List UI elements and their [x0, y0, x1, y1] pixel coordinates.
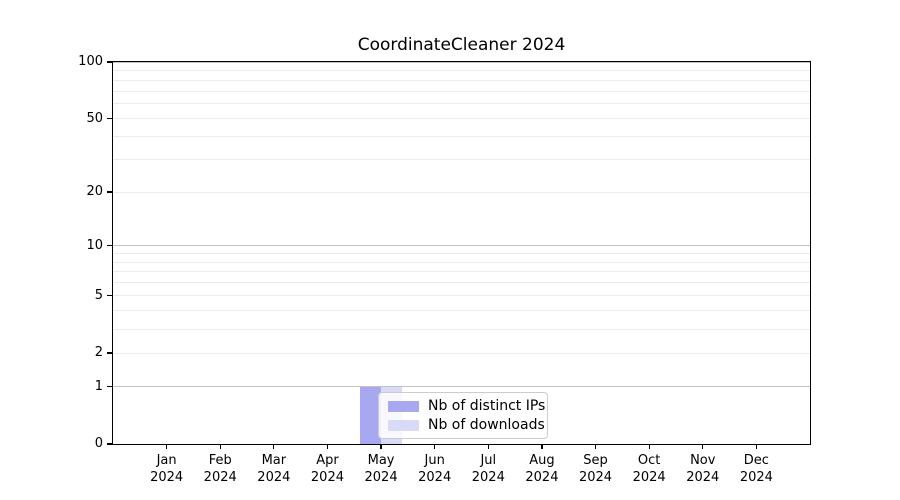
- y-tick-mark: [107, 117, 112, 120]
- x-tick-label: Dec 2024: [721, 452, 791, 486]
- x-tick-label-year: 2024: [150, 470, 184, 485]
- x-tick-mark: [273, 444, 275, 449]
- x-tick-label: Nov 2024: [668, 452, 738, 486]
- gridline-minor: [113, 118, 810, 120]
- y-tick-label: 5: [94, 287, 103, 303]
- y-tick-label: 50: [86, 110, 103, 126]
- gridline-minor: [113, 159, 810, 161]
- x-tick-mark: [380, 444, 382, 449]
- gridline-minor: [113, 70, 810, 72]
- x-tick-mark: [541, 444, 543, 449]
- gridline-minor: [113, 136, 810, 138]
- x-tick-label-year: 2024: [739, 470, 773, 485]
- x-tick-mark: [326, 444, 329, 449]
- y-tick-label: 2: [94, 345, 103, 361]
- gridline-minor: [113, 352, 810, 354]
- x-tick-label: Oct 2024: [614, 452, 684, 486]
- x-tick-label: Jan 2024: [132, 452, 202, 486]
- y-tick-label: 100: [78, 54, 103, 69]
- x-tick-label-year: 2024: [632, 470, 666, 485]
- gridline-major: [113, 245, 810, 247]
- x-tick-label-year: 2024: [578, 470, 613, 485]
- x-tick-label: Mar 2024: [239, 452, 309, 486]
- x-tick-label: Jul 2024: [453, 452, 523, 486]
- y-tick-mark: [107, 352, 112, 354]
- legend-swatch-downloads: [388, 419, 419, 431]
- gridline-minor: [113, 252, 810, 254]
- chart-title: CoordinateCleaner 2024: [357, 35, 566, 55]
- x-tick-label-year: 2024: [686, 470, 720, 485]
- x-tick-mark: [755, 444, 757, 449]
- gridline-minor: [113, 90, 810, 92]
- gridline-minor: [113, 103, 810, 105]
- gridline-minor: [113, 271, 810, 273]
- gridline-minor: [113, 191, 810, 193]
- x-tick-mark: [434, 444, 436, 449]
- x-tick-label: May 2024: [346, 452, 416, 486]
- legend-entry-downloads: Nb of downloads: [388, 417, 545, 433]
- x-tick-mark: [594, 444, 597, 449]
- gridline-minor: [113, 79, 810, 81]
- x-tick-label-year: 2024: [525, 470, 559, 485]
- gridline-major: [113, 386, 810, 388]
- y-tick-mark: [107, 244, 112, 247]
- x-tick-mark: [648, 444, 650, 449]
- x-tick-label-year: 2024: [203, 470, 237, 485]
- gridline-minor: [113, 282, 810, 284]
- y-tick-label: 0: [94, 436, 103, 451]
- x-tick-mark: [219, 444, 221, 449]
- x-tick-mark: [487, 444, 489, 449]
- gridline-minor: [113, 310, 810, 312]
- x-tick-label: Feb 2024: [185, 452, 255, 486]
- legend-swatch-distinct-ips: [388, 400, 419, 412]
- x-tick-label: Jun 2024: [400, 452, 470, 486]
- x-tick-mark: [166, 444, 168, 449]
- x-tick-label: Sep 2024: [561, 452, 631, 486]
- y-tick-mark: [107, 61, 112, 63]
- x-tick-label-year: 2024: [257, 470, 291, 485]
- gridline-minor: [113, 328, 810, 330]
- x-tick-label-year: 2024: [310, 470, 344, 485]
- y-tick-mark: [107, 443, 112, 445]
- x-tick-label: Apr 2024: [292, 452, 362, 486]
- gridline-minor: [113, 261, 810, 263]
- legend-entry-distinct-ips: Nb of distinct IPs: [388, 398, 545, 414]
- gridline-minor: [113, 295, 810, 297]
- y-tick-mark: [107, 386, 112, 388]
- y-tick-label: 20: [86, 184, 103, 199]
- y-tick-label: 10: [86, 237, 103, 253]
- x-tick-mark: [702, 444, 704, 449]
- y-tick-label: 1: [94, 378, 103, 394]
- x-tick-label-year: 2024: [471, 470, 505, 485]
- legend-label-downloads: Nb of downloads: [428, 417, 545, 433]
- x-tick-label: Aug 2024: [507, 452, 577, 486]
- y-tick-mark: [107, 295, 112, 297]
- legend-label-distinct-ips: Nb of distinct IPs: [428, 398, 546, 414]
- gridline-major: [113, 61, 810, 63]
- legend: Nb of distinct IPs Nb of downloads: [378, 392, 548, 439]
- x-tick-label-year: 2024: [418, 470, 452, 485]
- x-tick-label-year: 2024: [364, 470, 398, 485]
- y-tick-mark: [107, 191, 112, 193]
- bar-distinct-ips: [360, 386, 382, 444]
